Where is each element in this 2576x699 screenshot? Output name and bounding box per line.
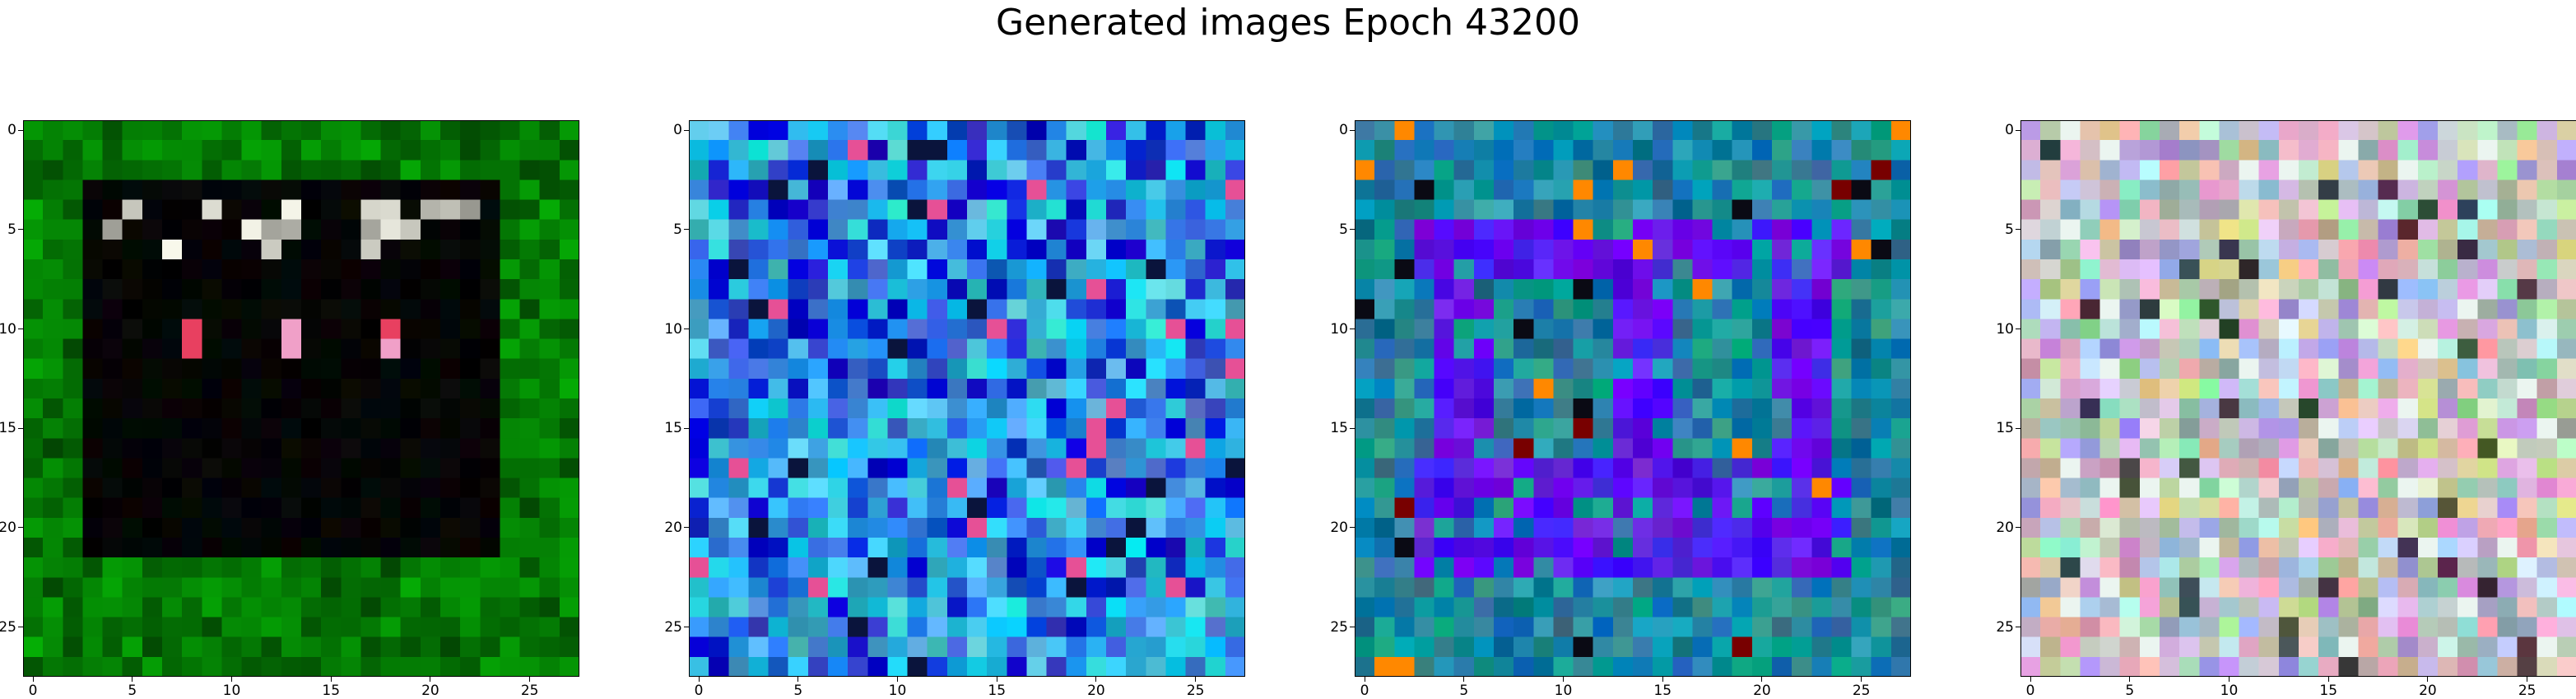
y-tick-mark <box>1350 229 1355 231</box>
y-tick-label: 20 <box>0 519 16 536</box>
image-panel-4: 0 5 10 15 20 25 0 5 10 15 20 25 <box>1996 120 2576 698</box>
x-tick-label: 10 <box>222 683 241 699</box>
y-tick-label: 0 <box>673 122 682 139</box>
y-tick-mark <box>1350 527 1355 529</box>
x-tick-mark <box>897 677 898 682</box>
image-panel-3: 0 5 10 15 20 25 0 5 10 15 20 25 <box>1330 120 1911 698</box>
x-tick-mark <box>698 677 700 682</box>
y-tick-mark <box>2016 427 2020 429</box>
y-tick-label: 25 <box>664 618 682 636</box>
x-tick-label: 25 <box>2518 683 2536 699</box>
y-tick-label: 10 <box>664 320 682 338</box>
x-tick-label: 5 <box>1459 683 1469 699</box>
x-tick-mark <box>32 677 34 682</box>
y-tick-mark <box>18 229 23 231</box>
y-tick-label: 5 <box>2005 221 2014 238</box>
x-tick-mark <box>1662 677 1663 682</box>
x-tick-label: 25 <box>1852 683 1871 699</box>
image-panel-1: 0 5 10 15 20 25 0 5 10 15 20 25 <box>0 120 579 698</box>
y-tick-label: 15 <box>664 420 682 437</box>
x-tick-mark <box>1195 677 1197 682</box>
y-tick-mark <box>18 427 23 429</box>
y-tick-mark <box>684 427 689 429</box>
figure-title: Generated images Epoch 43200 <box>995 2 1581 44</box>
x-tick-label: 0 <box>694 683 704 699</box>
x-tick-label: 15 <box>2319 683 2338 699</box>
x-tick-mark <box>1563 677 1564 682</box>
y-tick-label: 10 <box>1330 320 1348 338</box>
x-tick-label: 5 <box>793 683 803 699</box>
generated-image-4 <box>2020 120 2576 677</box>
x-tick-mark <box>2030 677 2031 682</box>
y-tick-mark <box>2016 229 2020 231</box>
x-tick-label: 10 <box>888 683 907 699</box>
generated-image-2 <box>689 120 1245 677</box>
x-tick-mark <box>2129 677 2131 682</box>
y-tick-label: 0 <box>7 122 16 139</box>
y-tick-label: 5 <box>1339 221 1348 238</box>
y-tick-label: 20 <box>1996 519 2014 536</box>
x-tick-mark <box>1861 677 1862 682</box>
y-tick-label: 15 <box>0 420 16 437</box>
y-tick-mark <box>2016 129 2020 131</box>
y-tick-mark <box>18 527 23 529</box>
x-tick-label: 25 <box>1186 683 1205 699</box>
x-tick-label: 10 <box>2220 683 2239 699</box>
y-tick-label: 10 <box>0 320 16 338</box>
x-tick-mark <box>2229 677 2230 682</box>
x-tick-label: 5 <box>2125 683 2135 699</box>
x-tick-mark <box>132 677 133 682</box>
y-tick-mark <box>684 527 689 529</box>
x-tick-label: 15 <box>988 683 1007 699</box>
x-tick-label: 20 <box>1087 683 1105 699</box>
x-tick-mark <box>1463 677 1465 682</box>
y-tick-label: 15 <box>1330 420 1348 437</box>
x-tick-label: 25 <box>520 683 539 699</box>
y-tick-mark <box>684 129 689 131</box>
x-tick-mark <box>797 677 799 682</box>
x-tick-mark <box>1095 677 1097 682</box>
y-tick-mark <box>1350 427 1355 429</box>
x-tick-label: 20 <box>1753 683 1771 699</box>
y-tick-label: 25 <box>0 618 16 636</box>
x-tick-mark <box>1761 677 1763 682</box>
x-tick-mark <box>529 677 531 682</box>
x-tick-label: 10 <box>1554 683 1573 699</box>
y-tick-label: 10 <box>1996 320 2014 338</box>
y-tick-label: 15 <box>1996 420 2014 437</box>
x-tick-mark <box>2427 677 2429 682</box>
y-tick-label: 0 <box>2005 122 2014 139</box>
y-tick-label: 20 <box>664 519 682 536</box>
generated-image-1 <box>23 120 579 677</box>
y-tick-label: 20 <box>1330 519 1348 536</box>
y-tick-label: 5 <box>7 221 16 238</box>
y-tick-mark <box>1350 129 1355 131</box>
x-tick-label: 0 <box>28 683 38 699</box>
x-tick-label: 15 <box>322 683 341 699</box>
x-tick-mark <box>231 677 232 682</box>
x-tick-label: 0 <box>2025 683 2035 699</box>
x-tick-label: 0 <box>1360 683 1369 699</box>
y-tick-mark <box>18 129 23 131</box>
y-tick-label: 25 <box>1996 618 2014 636</box>
y-tick-label: 0 <box>1339 122 1348 139</box>
x-tick-mark <box>330 677 332 682</box>
y-tick-label: 5 <box>673 221 682 238</box>
x-tick-label: 5 <box>128 683 137 699</box>
generated-image-3 <box>1355 120 1911 677</box>
x-tick-label: 20 <box>421 683 439 699</box>
y-tick-label: 25 <box>1330 618 1348 636</box>
x-tick-label: 20 <box>2419 683 2437 699</box>
y-tick-mark <box>684 229 689 231</box>
y-tick-mark <box>2016 527 2020 529</box>
x-tick-label: 15 <box>1653 683 1672 699</box>
image-panel-2: 0 5 10 15 20 25 0 5 10 15 20 25 <box>664 120 1245 698</box>
x-tick-mark <box>2327 677 2329 682</box>
